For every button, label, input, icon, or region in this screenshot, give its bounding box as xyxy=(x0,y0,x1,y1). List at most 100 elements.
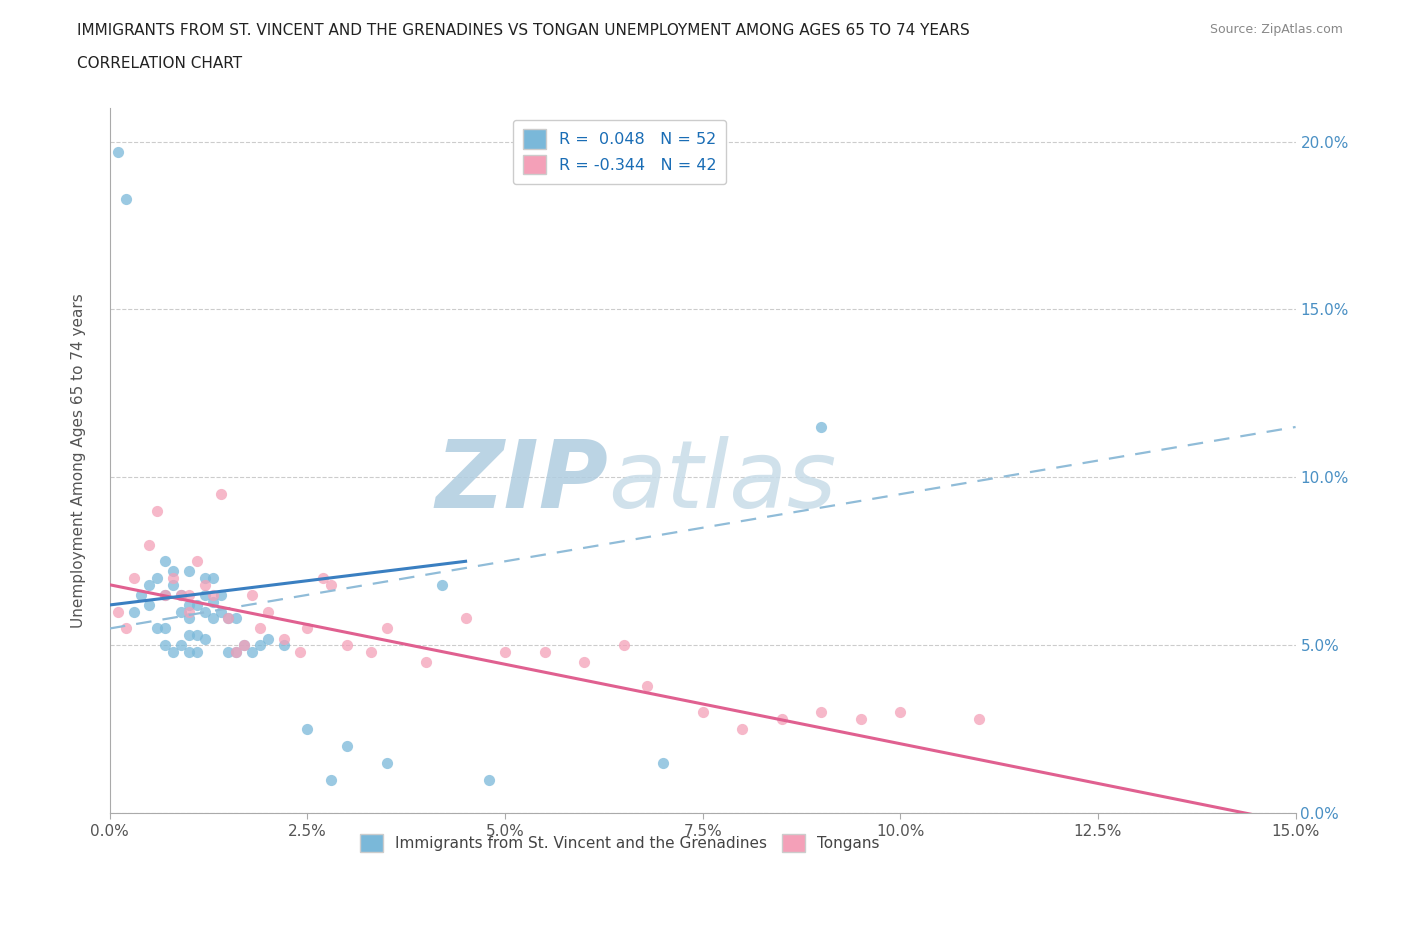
Point xyxy=(194,604,217,619)
Point xyxy=(153,588,176,603)
Point xyxy=(138,597,160,612)
Point xyxy=(217,644,239,659)
Point xyxy=(107,604,129,619)
Point xyxy=(692,705,714,720)
Point xyxy=(233,638,256,653)
Point xyxy=(430,578,453,592)
Text: Source: ZipAtlas.com: Source: ZipAtlas.com xyxy=(1209,23,1343,36)
Point xyxy=(572,655,595,670)
Point xyxy=(273,638,295,653)
Point xyxy=(225,644,247,659)
Point xyxy=(170,638,193,653)
Point xyxy=(177,604,200,619)
Point xyxy=(233,638,256,653)
Point xyxy=(613,638,636,653)
Point xyxy=(969,711,991,726)
Point xyxy=(194,588,217,603)
Point xyxy=(107,144,129,159)
Point xyxy=(153,554,176,569)
Point xyxy=(375,621,398,636)
Point xyxy=(257,631,280,646)
Point xyxy=(652,755,675,770)
Point xyxy=(415,655,437,670)
Point xyxy=(186,597,208,612)
Point xyxy=(636,678,658,693)
Point xyxy=(336,738,359,753)
Point xyxy=(454,611,477,626)
Point xyxy=(186,554,208,569)
Point xyxy=(177,611,200,626)
Point xyxy=(194,631,217,646)
Point xyxy=(297,722,319,737)
Point xyxy=(849,711,872,726)
Point xyxy=(209,486,232,501)
Point xyxy=(177,597,200,612)
Point xyxy=(177,628,200,643)
Point xyxy=(114,192,136,206)
Point xyxy=(731,722,754,737)
Point xyxy=(153,621,176,636)
Point xyxy=(153,638,176,653)
Point xyxy=(889,705,911,720)
Point xyxy=(122,571,145,586)
Point xyxy=(146,621,169,636)
Point xyxy=(225,644,247,659)
Legend: Immigrants from St. Vincent and the Grenadines, Tongans: Immigrants from St. Vincent and the Gren… xyxy=(353,828,886,858)
Point xyxy=(288,644,311,659)
Text: IMMIGRANTS FROM ST. VINCENT AND THE GRENADINES VS TONGAN UNEMPLOYMENT AMONG AGES: IMMIGRANTS FROM ST. VINCENT AND THE GREN… xyxy=(77,23,970,38)
Point xyxy=(146,571,169,586)
Point xyxy=(131,588,153,603)
Point xyxy=(162,564,184,578)
Point xyxy=(225,611,247,626)
Point xyxy=(170,588,193,603)
Point xyxy=(162,644,184,659)
Point xyxy=(162,578,184,592)
Point xyxy=(810,705,832,720)
Point xyxy=(194,578,217,592)
Point xyxy=(194,571,217,586)
Point xyxy=(312,571,335,586)
Point xyxy=(186,644,208,659)
Point xyxy=(201,588,224,603)
Y-axis label: Unemployment Among Ages 65 to 74 years: Unemployment Among Ages 65 to 74 years xyxy=(72,293,86,628)
Point xyxy=(810,419,832,434)
Point xyxy=(217,611,239,626)
Point xyxy=(146,503,169,518)
Point xyxy=(201,611,224,626)
Point xyxy=(321,578,343,592)
Point xyxy=(209,604,232,619)
Point xyxy=(494,644,516,659)
Point xyxy=(209,588,232,603)
Point xyxy=(170,588,193,603)
Point xyxy=(297,621,319,636)
Point xyxy=(162,571,184,586)
Point xyxy=(249,638,271,653)
Point xyxy=(122,604,145,619)
Point xyxy=(375,755,398,770)
Point xyxy=(321,772,343,787)
Point xyxy=(177,588,200,603)
Point xyxy=(240,588,263,603)
Point xyxy=(177,564,200,578)
Text: CORRELATION CHART: CORRELATION CHART xyxy=(77,56,242,71)
Point xyxy=(170,604,193,619)
Text: atlas: atlas xyxy=(607,436,837,527)
Point xyxy=(201,571,224,586)
Point xyxy=(177,644,200,659)
Point xyxy=(533,644,555,659)
Point xyxy=(240,644,263,659)
Point xyxy=(186,628,208,643)
Point xyxy=(257,604,280,619)
Point xyxy=(273,631,295,646)
Point xyxy=(336,638,359,653)
Point xyxy=(360,644,382,659)
Point xyxy=(114,621,136,636)
Point xyxy=(201,594,224,609)
Point xyxy=(770,711,793,726)
Point xyxy=(138,578,160,592)
Point xyxy=(478,772,501,787)
Point xyxy=(153,588,176,603)
Text: ZIP: ZIP xyxy=(434,436,607,527)
Point xyxy=(217,611,239,626)
Point xyxy=(138,537,160,551)
